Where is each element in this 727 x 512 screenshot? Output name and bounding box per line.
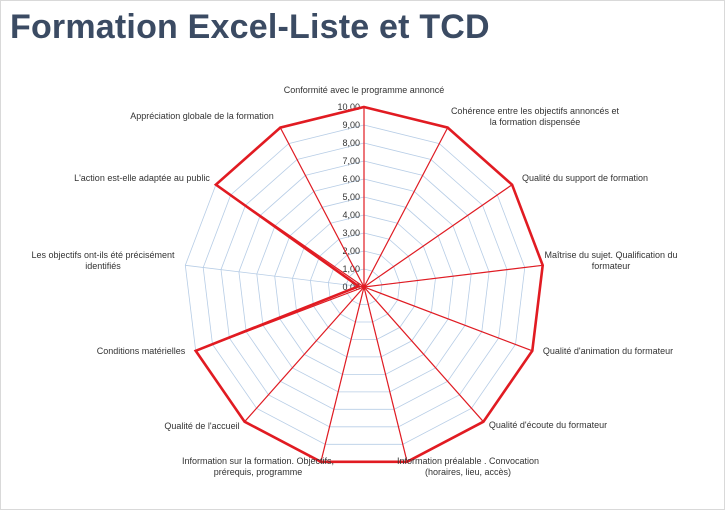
category-label: Qualité de l'accueil (164, 421, 239, 431)
grid-ring-5 (274, 196, 454, 375)
tick-label: 6,00 (342, 174, 360, 184)
series-spoke-12 (279, 127, 365, 288)
grid-ring-8 (220, 142, 508, 428)
tick-label: 1,00 (342, 264, 360, 274)
series-spoke-8 (244, 286, 365, 423)
tick-label: 10,00 (337, 102, 360, 112)
grid-ring-6 (256, 178, 472, 393)
category-label: Qualité du support de formation (522, 173, 648, 183)
category-label: Information préalable . Convocation (hora… (397, 456, 539, 477)
series-line-0 (193, 105, 545, 464)
series-spoke-1 (363, 127, 449, 288)
series-spoke-5 (363, 286, 484, 423)
category-label: Appréciation globale de la formation (130, 111, 274, 121)
tick-label: 7,00 (342, 156, 360, 166)
tick-label: 5,00 (342, 192, 360, 202)
category-label: Conformité avec le programme annoncé (284, 85, 445, 95)
grid-ring-3 (309, 232, 419, 340)
series-spoke-11 (215, 184, 365, 288)
slide-title: Formation Excel-Liste et TCD (10, 8, 490, 46)
tick-label: 0,00 (342, 282, 360, 292)
category-label: Maîtrise du sujet. Qualification du forma… (544, 250, 677, 271)
category-label: Les objectifs ont-ils été précisément ide… (31, 250, 175, 271)
series-spoke-4 (363, 286, 533, 352)
category-label: L'action est-elle adaptée au public (74, 173, 210, 183)
tick-label: 8,00 (342, 138, 360, 148)
category-label: Qualité d'écoute du formateur (489, 420, 607, 430)
category-label: Qualité d'animation du formateur (543, 346, 673, 356)
grid-ring-4 (292, 214, 436, 358)
spoke-10 (185, 264, 365, 288)
grid-ring-9 (202, 124, 526, 445)
category-label: Conditions matérielles (97, 346, 186, 356)
series-spoke-7 (320, 286, 365, 462)
series-spoke-9 (195, 286, 365, 352)
series-spoke-3 (363, 264, 543, 288)
tick-label: 9,00 (342, 120, 360, 130)
tick-label: 2,00 (342, 246, 360, 256)
category-label: Cohérence entre les objectifs annoncés e… (451, 106, 620, 127)
tick-label: 3,00 (342, 228, 360, 238)
series-spoke-2 (363, 184, 513, 288)
category-label: Information sur la formation. Objectifs,… (182, 456, 334, 477)
series-spoke-6 (363, 286, 408, 462)
tick-label: 4,00 (342, 210, 360, 220)
grid-ring-7 (238, 160, 490, 410)
